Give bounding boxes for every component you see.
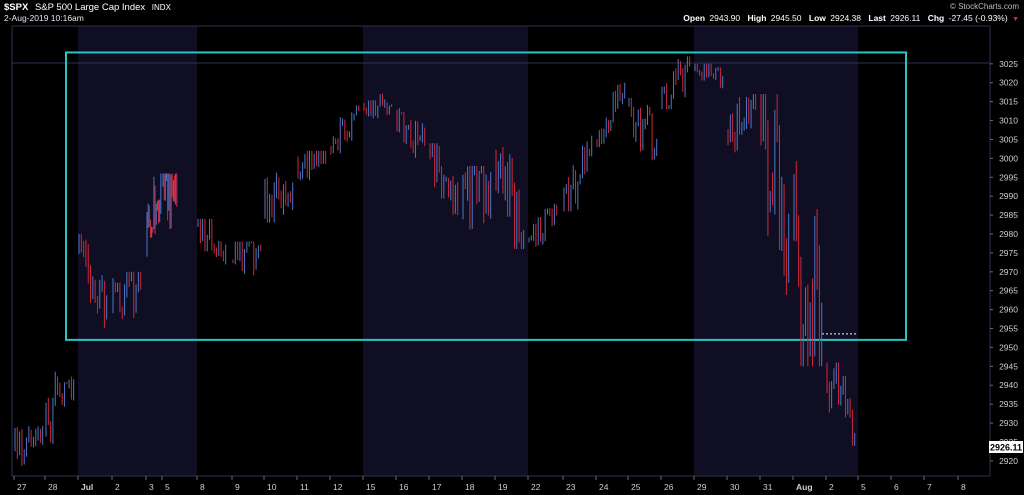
weekly-shading [78, 26, 858, 476]
x-tick-label-29: 8 [961, 482, 966, 492]
ohlc-summary: Open 2943.90 High 2945.50 Low 2924.38 La… [683, 13, 1019, 23]
x-tick-label-3: 2 [115, 482, 120, 492]
x-tick-label-7: 9 [235, 482, 240, 492]
x-tick-label-17: 23 [566, 482, 576, 492]
index-name-label: S&P 500 Large Cap Index [35, 2, 145, 13]
timestamp-label: 2-Aug-2019 10:16am [4, 13, 84, 23]
x-tick-label-21: 29 [697, 482, 707, 492]
x-tick-label-27: 6 [894, 482, 899, 492]
y-tick-label-2965: 2965 [999, 286, 1018, 296]
high-value: 2945.50 [771, 13, 802, 23]
open-label: Open [683, 13, 705, 23]
chart-title: $SPX S&P 500 Large Cap Index INDX [4, 2, 172, 13]
y-tick-label-2975: 2975 [999, 248, 1018, 258]
open-value: 2943.90 [709, 13, 740, 23]
candlesticks [14, 56, 856, 466]
range-box-layer [65, 51, 907, 341]
last-value: 2926.11 [890, 13, 920, 23]
x-tick-label-5: 5 [165, 482, 170, 492]
last-price-tag-value: 2926.11 [990, 443, 1022, 453]
y-tick-label-3010: 3010 [999, 116, 1018, 126]
x-tick-label-1: 28 [48, 482, 58, 492]
x-tick-label-20: 26 [664, 482, 674, 492]
y-tick-label-2935: 2935 [999, 399, 1018, 409]
x-tick-label-26: 5 [861, 482, 866, 492]
y-tick-label-2960: 2960 [999, 305, 1018, 315]
y-tick-label-2945: 2945 [999, 361, 1018, 371]
y-tick-label-2985: 2985 [999, 210, 1018, 220]
y-tick-label-2990: 2990 [999, 191, 1018, 201]
range-box [65, 51, 907, 341]
y-tick-label-2950: 2950 [999, 342, 1018, 352]
y-tick-label-3020: 3020 [999, 78, 1018, 88]
plot-frame [11, 25, 991, 477]
x-tick-label-15: 19 [498, 482, 508, 492]
y-tick-label-2940: 2940 [999, 380, 1018, 390]
x-tick-label-10: 12 [333, 482, 343, 492]
x-tick-label-23: 31 [763, 482, 773, 492]
x-axis: 27 28 Jul 2 3 5 8 9 10 11 12 15 16 17 18 19 22 23 24 25 26 29… [13, 476, 966, 492]
y-tick-label-3015: 3015 [999, 97, 1018, 107]
watermark-label: © StockCharts.com [950, 2, 1019, 11]
x-tick-label-9: 11 [300, 482, 309, 492]
y-tick-label-3000: 3000 [999, 153, 1018, 163]
x-tick-label-6: 8 [200, 482, 205, 492]
week-shade-2 [694, 26, 858, 476]
x-tick-label-28: 7 [927, 482, 932, 492]
x-tick-label-4: 3 [149, 482, 154, 492]
x-tick-label-19: 25 [631, 482, 641, 492]
y-tick-label-2970: 2970 [999, 267, 1018, 277]
x-tick-label-24: Aug [796, 482, 813, 492]
low-value: 2924.38 [830, 13, 861, 23]
last-price-tag-bg [989, 441, 1023, 453]
last-price-tag: 2926.11 [989, 441, 1023, 453]
x-tick-label-11: 15 [366, 482, 376, 492]
week-shade-0 [78, 26, 197, 476]
x-tick-label-2: Jul [81, 482, 93, 492]
exchange-label: INDX [152, 3, 172, 12]
y-tick-label-2995: 2995 [999, 172, 1018, 182]
y-tick-label-2955: 2955 [999, 324, 1018, 334]
low-label: Low [809, 13, 826, 23]
symbol-label: $SPX [4, 2, 29, 13]
y-tick-label-3005: 3005 [999, 134, 1018, 144]
x-tick-label-0: 27 [17, 482, 27, 492]
high-label: High [748, 13, 767, 23]
y-tick-label-2920: 2920 [999, 456, 1018, 466]
x-tick-label-22: 30 [730, 482, 740, 492]
x-tick-label-12: 16 [399, 482, 409, 492]
x-tick-label-18: 24 [599, 482, 609, 492]
chg-down-arrow-icon: ▼ [1012, 16, 1019, 23]
x-tick-label-14: 18 [465, 482, 475, 492]
x-tick-label-8: 10 [267, 482, 277, 492]
last-label: Last [868, 13, 886, 23]
x-tick-label-25: 2 [829, 482, 834, 492]
y-tick-label-2980: 2980 [999, 229, 1018, 239]
x-tick-label-13: 17 [432, 482, 442, 492]
chg-value: -27.45 (-0.93%) [949, 13, 1008, 23]
x-tick-label-16: 22 [531, 482, 541, 492]
y-tick-label-2930: 2930 [999, 418, 1018, 428]
y-tick-label-3025: 3025 [999, 59, 1018, 69]
chg-label: Chg [928, 13, 945, 23]
y-axis: 2920292529302935294029452950295529602965… [990, 59, 1018, 466]
week-shade-1 [363, 26, 528, 476]
